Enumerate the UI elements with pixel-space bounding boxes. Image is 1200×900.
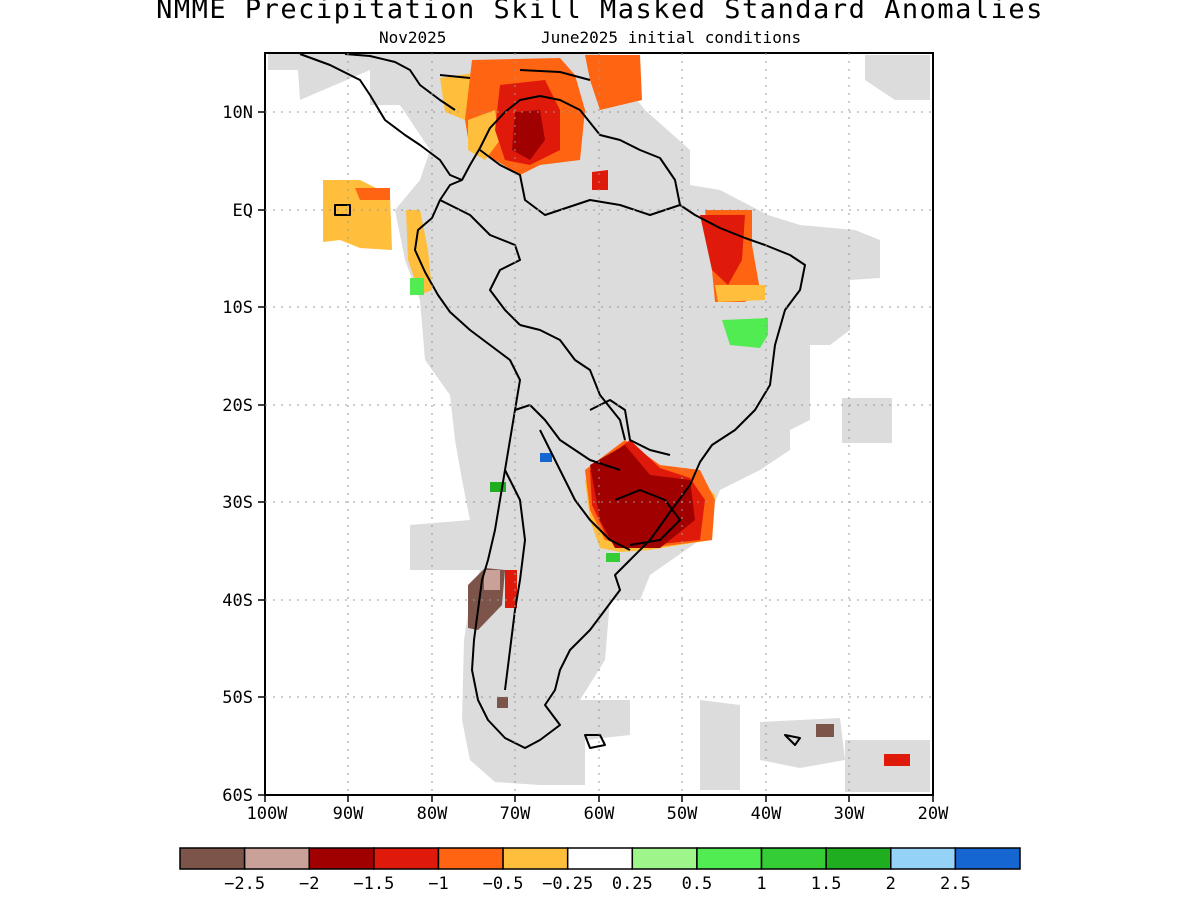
lon-tick-label: 60W xyxy=(584,804,615,824)
colorbar-label: −1 xyxy=(428,874,448,894)
anomaly-patch xyxy=(590,445,695,548)
anomaly-patches xyxy=(323,55,910,766)
colorbar-swatch xyxy=(373,847,440,870)
lon-tick-label: 40W xyxy=(751,804,782,824)
anomaly-patch xyxy=(497,697,508,708)
longitude-labels: 100W 90W 80W 70W 60W 50W 40W 30W 20W xyxy=(247,804,950,824)
colorbar-label: 0.5 xyxy=(682,874,713,894)
anomaly-patch xyxy=(410,278,424,295)
colorbar-swatch xyxy=(696,847,763,870)
initial-conditions-label: June2025 initial conditions xyxy=(541,28,802,47)
colorbar-label: 2 xyxy=(886,874,896,894)
colorbar-swatch xyxy=(243,847,310,870)
lon-tick-label: 100W xyxy=(247,804,289,824)
anomaly-patch xyxy=(484,570,500,590)
anomaly-patch xyxy=(884,754,910,766)
colorbar-swatch xyxy=(566,847,634,870)
anomaly-patch xyxy=(540,453,552,462)
map-title: NMME Precipitation Skill Masked Standard… xyxy=(156,0,1044,25)
colorbar-label: 1.5 xyxy=(811,874,842,894)
colorbar-swatch xyxy=(502,847,569,870)
lon-tick-label: 30W xyxy=(834,804,865,824)
lat-tick-label: 10N xyxy=(222,103,253,123)
lat-tick-label: EQ xyxy=(233,201,253,221)
colorbar-swatch xyxy=(308,847,375,870)
lat-tick-label: 40S xyxy=(222,591,253,611)
colorbar-label: 1 xyxy=(756,874,766,894)
lon-tick-label: 90W xyxy=(333,804,364,824)
anomaly-patch xyxy=(722,318,768,348)
colorbar-swatch xyxy=(760,847,827,870)
lat-tick-label: 10S xyxy=(222,298,253,318)
anomaly-patch xyxy=(512,110,545,160)
anomaly-patch xyxy=(715,285,765,302)
colorbar-swatch xyxy=(825,847,892,870)
latitude-labels: 10N EQ 10S 20S 30S 40S 50S 60S xyxy=(222,103,253,806)
colorbar-swatch xyxy=(631,847,698,870)
lon-tick-label: 80W xyxy=(417,804,448,824)
colorbar-label: −2.5 xyxy=(224,874,265,894)
colorbar-swatch xyxy=(437,847,504,870)
lon-tick-label: 70W xyxy=(500,804,531,824)
lon-tick-label: 20W xyxy=(918,804,949,824)
anomaly-patch xyxy=(592,170,608,190)
colorbar-label: −2 xyxy=(299,874,319,894)
colorbar: −2.5 −2 −1.5 −1 −0.5 −0.25 0.25 0.5 1 1.5 2 2.5 xyxy=(179,847,1021,894)
colorbar-label: 2.5 xyxy=(940,874,971,894)
lon-tick-label: 50W xyxy=(667,804,698,824)
anomaly-patch xyxy=(505,570,517,608)
anomaly-patch xyxy=(816,724,834,737)
colorbar-swatch xyxy=(890,847,957,870)
anomaly-patch xyxy=(606,553,620,562)
tick-marks xyxy=(258,111,934,802)
colorbar-label: −0.25 xyxy=(542,874,593,894)
anomaly-patch xyxy=(468,110,500,160)
colorbar-label: 0.25 xyxy=(612,874,653,894)
anomaly-patch xyxy=(585,55,642,110)
lat-tick-label: 20S xyxy=(222,396,253,416)
forecast-month: Nov2025 xyxy=(379,28,447,47)
colorbar-label: −0.5 xyxy=(483,874,524,894)
colorbar-swatch xyxy=(179,847,246,870)
anomaly-patch xyxy=(355,188,390,200)
lat-tick-label: 60S xyxy=(222,786,253,806)
lat-tick-label: 50S xyxy=(222,688,253,708)
colorbar-swatch xyxy=(954,847,1021,870)
colorbar-label: −1.5 xyxy=(353,874,394,894)
lat-tick-label: 30S xyxy=(222,493,253,513)
